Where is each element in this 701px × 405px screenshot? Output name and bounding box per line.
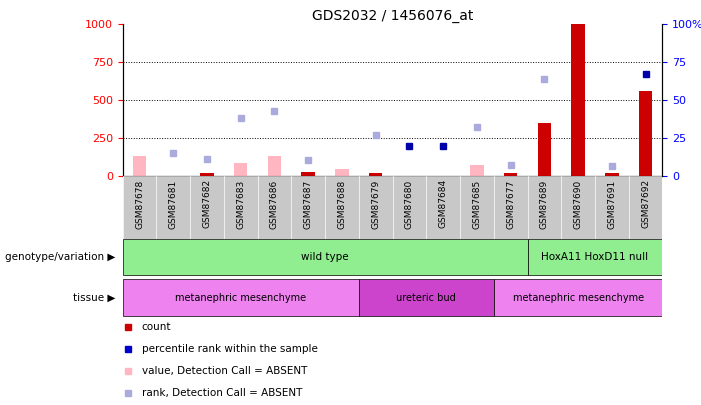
Bar bbox=[224, 176, 258, 239]
Bar bbox=[123, 239, 528, 275]
Bar bbox=[460, 176, 494, 239]
Text: metanephric mesenchyme: metanephric mesenchyme bbox=[512, 293, 644, 303]
Text: count: count bbox=[142, 322, 171, 332]
Bar bbox=[562, 176, 595, 239]
Text: tissue ▶: tissue ▶ bbox=[74, 293, 116, 303]
Bar bbox=[132, 156, 147, 176]
Title: GDS2032 / 1456076_at: GDS2032 / 1456076_at bbox=[312, 9, 473, 23]
Text: HoxA11 HoxD11 null: HoxA11 HoxD11 null bbox=[541, 252, 648, 262]
Bar bbox=[258, 176, 292, 239]
Bar bbox=[234, 162, 247, 176]
Text: GSM87688: GSM87688 bbox=[337, 179, 346, 228]
Text: metanephric mesenchyme: metanephric mesenchyme bbox=[175, 293, 306, 303]
Bar bbox=[504, 173, 517, 176]
Text: GSM87682: GSM87682 bbox=[203, 179, 212, 228]
Bar bbox=[190, 176, 224, 239]
Bar bbox=[494, 176, 528, 239]
Bar bbox=[393, 176, 426, 239]
Bar bbox=[200, 173, 214, 176]
Bar bbox=[325, 176, 359, 239]
Bar bbox=[359, 176, 393, 239]
Bar bbox=[595, 176, 629, 239]
Bar bbox=[369, 173, 383, 176]
Text: wild type: wild type bbox=[301, 252, 349, 262]
Bar bbox=[301, 172, 315, 176]
Bar bbox=[639, 91, 653, 176]
Bar bbox=[359, 279, 494, 316]
Bar bbox=[528, 239, 662, 275]
Text: genotype/variation ▶: genotype/variation ▶ bbox=[6, 252, 116, 262]
Bar bbox=[335, 168, 348, 176]
Text: GSM87687: GSM87687 bbox=[304, 179, 313, 228]
Bar bbox=[426, 176, 460, 239]
Text: GSM87689: GSM87689 bbox=[540, 179, 549, 228]
Text: GSM87677: GSM87677 bbox=[506, 179, 515, 228]
Text: GSM87685: GSM87685 bbox=[472, 179, 482, 228]
Text: GSM87680: GSM87680 bbox=[405, 179, 414, 228]
Text: GSM87681: GSM87681 bbox=[169, 179, 178, 228]
Bar bbox=[528, 176, 562, 239]
Bar bbox=[629, 176, 662, 239]
Bar bbox=[494, 279, 662, 316]
Text: GSM87691: GSM87691 bbox=[607, 179, 616, 228]
Text: rank, Detection Call = ABSENT: rank, Detection Call = ABSENT bbox=[142, 388, 302, 399]
Bar bbox=[605, 173, 618, 176]
Text: GSM87679: GSM87679 bbox=[372, 179, 380, 228]
Bar bbox=[123, 176, 156, 239]
Bar bbox=[538, 123, 551, 176]
Bar bbox=[156, 176, 190, 239]
Text: percentile rank within the sample: percentile rank within the sample bbox=[142, 344, 318, 354]
Bar bbox=[292, 176, 325, 239]
Bar bbox=[571, 24, 585, 176]
Bar bbox=[268, 156, 281, 176]
Text: value, Detection Call = ABSENT: value, Detection Call = ABSENT bbox=[142, 366, 307, 376]
Text: ureteric bud: ureteric bud bbox=[397, 293, 456, 303]
Bar bbox=[123, 279, 359, 316]
Text: GSM87678: GSM87678 bbox=[135, 179, 144, 228]
Text: GSM87684: GSM87684 bbox=[439, 179, 448, 228]
Text: GSM87686: GSM87686 bbox=[270, 179, 279, 228]
Text: GSM87683: GSM87683 bbox=[236, 179, 245, 228]
Text: GSM87692: GSM87692 bbox=[641, 179, 650, 228]
Text: GSM87690: GSM87690 bbox=[573, 179, 583, 228]
Bar bbox=[470, 165, 484, 176]
